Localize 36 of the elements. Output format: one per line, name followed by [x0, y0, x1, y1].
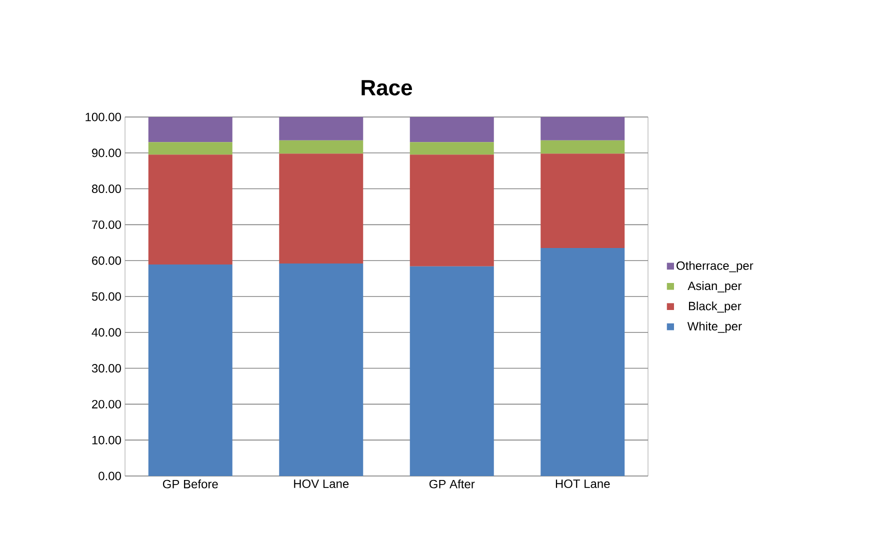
bar [148, 264, 232, 476]
x-tick-label: HOV Lane [294, 480, 349, 488]
y-tick-label: 90.00 [92, 148, 122, 158]
bar [148, 116, 232, 142]
bar [540, 116, 625, 140]
bar [540, 140, 625, 154]
bar [410, 116, 494, 142]
bar [279, 154, 364, 264]
bar [279, 116, 364, 140]
y-tick-label: 80.00 [92, 184, 122, 194]
y-tick-label: 30.00 [92, 364, 122, 373]
bar [410, 266, 494, 476]
y-tick-label: 20.00 [92, 400, 122, 408]
x-tick-label: GP Before [162, 480, 218, 488]
bar [410, 142, 494, 155]
bar [410, 154, 494, 266]
y-tick-label: 70.00 [92, 220, 122, 229]
bar [540, 154, 625, 248]
y-tick-label: 60.00 [92, 256, 122, 265]
y-tick-label: 100.00 [86, 112, 122, 122]
y-tick-label: 40.00 [92, 328, 122, 337]
legend-label: White_per [687, 322, 742, 333]
bar [279, 263, 364, 476]
y-tick-label: 50.00 [92, 292, 122, 301]
legend-label: Otherrace_per [676, 261, 754, 272]
chart-title: Race [362, 80, 412, 96]
x-tick-label: HOT Lane [556, 480, 610, 488]
legend-label: Black_per [688, 301, 742, 313]
x-tick-label: GP After [429, 480, 475, 488]
bar [540, 248, 625, 476]
bar [148, 142, 232, 155]
bar [279, 140, 364, 154]
legend-label: Asian_per [688, 281, 742, 292]
bar [148, 154, 232, 265]
y-tick-label: 0.00 [98, 472, 122, 480]
y-tick-label: 10.00 [92, 436, 122, 444]
